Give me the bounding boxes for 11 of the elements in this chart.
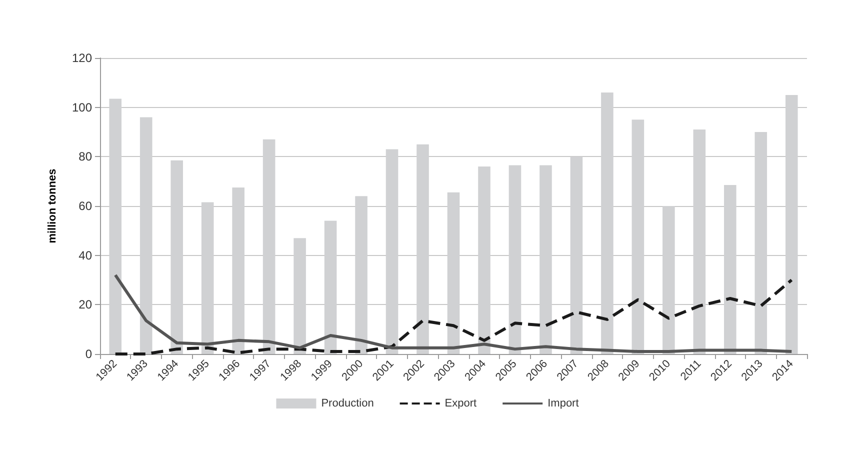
y-tick-label: 80 <box>78 150 92 164</box>
y-tick-label: 0 <box>85 347 92 361</box>
y-tick-label: 120 <box>72 51 92 65</box>
y-tick-label: 100 <box>72 100 92 114</box>
legend-label: Export <box>444 398 477 410</box>
y-tick-label: 20 <box>78 298 92 312</box>
legend-label: Production <box>321 398 374 410</box>
legend-label: Import <box>548 398 579 410</box>
y-tick-label: 40 <box>78 248 92 262</box>
y-axis-title: million tonnes <box>46 168 58 244</box>
y-tick-label: 60 <box>78 199 92 213</box>
